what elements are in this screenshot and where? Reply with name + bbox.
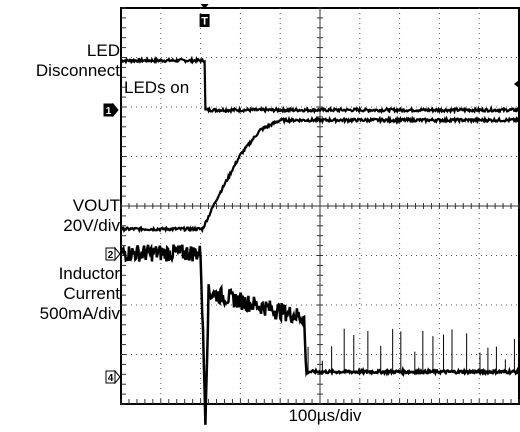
channel-marker-arrow bbox=[114, 369, 121, 385]
channel-marker-4: 4 bbox=[105, 369, 121, 385]
label-inductor-line-1: Inductor bbox=[58, 264, 120, 283]
channel-marker-2: 2 bbox=[105, 246, 121, 262]
grid-layer bbox=[120, 7, 520, 405]
channel-marker-text: 4 bbox=[108, 373, 114, 384]
label-inductor-current: Inductor Current 500mA/div bbox=[40, 264, 120, 324]
label-led-disconnect-line-2: Disconnect bbox=[35, 61, 120, 80]
trigger-marker-box bbox=[199, 14, 210, 27]
label-vout: VOUT 20V/div bbox=[63, 196, 120, 236]
label-vout-line-1: VOUT bbox=[72, 196, 120, 215]
label-inductor-line-2: Current bbox=[63, 284, 120, 303]
channel-marker-text: 2 bbox=[108, 250, 114, 261]
trace-channel-4 bbox=[119, 243, 520, 425]
channel-marker-arrow bbox=[114, 246, 121, 262]
trace-channel-1 bbox=[120, 55, 520, 115]
trigger-marker-arrow bbox=[200, 4, 209, 9]
channel-marker-text: 1 bbox=[106, 106, 112, 117]
label-led-disconnect-line-1: LED bbox=[86, 41, 120, 60]
label-inductor-line-3: 500mA/div bbox=[39, 304, 120, 323]
channel-markers: 1 2 4 T bbox=[103, 4, 519, 385]
trigger-level-marker bbox=[514, 80, 519, 88]
channel-marker-1: 1 bbox=[103, 102, 119, 118]
label-vout-line-2: 20V/div bbox=[63, 216, 120, 235]
trace-channel-2 bbox=[120, 115, 520, 234]
label-led-disconnect: LED Disconnect bbox=[36, 41, 120, 81]
trigger-marker: T bbox=[199, 4, 210, 28]
traces-layer bbox=[119, 55, 520, 425]
annotation-leds-on: LEDs on bbox=[124, 78, 190, 97]
trigger-marker-text: T bbox=[201, 16, 208, 28]
channel-marker-arrow bbox=[112, 102, 119, 118]
x-axis-label: 100µs/div bbox=[288, 406, 362, 425]
